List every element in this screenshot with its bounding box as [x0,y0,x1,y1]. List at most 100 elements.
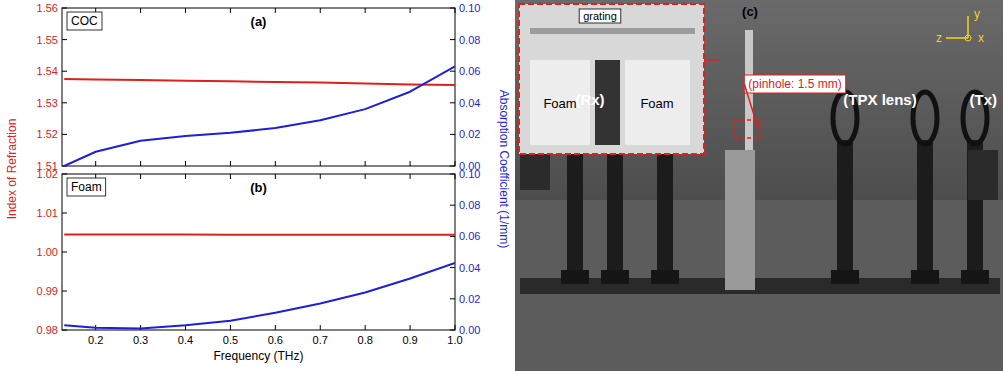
y-tick [62,291,67,292]
axis-label: y [974,7,980,21]
panel-letter: (c) [742,4,758,19]
x-tick [275,8,276,13]
y2-tick [450,236,455,237]
x-tick-label: 0.7 [313,334,328,346]
panel-1: 0.20.30.40.50.60.70.80.91.00.980.991.001… [37,168,481,363]
label-box [579,9,621,23]
axis-label: z [936,31,942,45]
x-tick-label: 0.4 [178,334,193,346]
x-tick [410,174,411,179]
y-tick-label: 1.02 [37,168,58,180]
x-tick [410,325,411,330]
material-label: COC [71,14,98,28]
y2-tick-label: 0.06 [459,65,480,77]
material-label: Foam [71,180,102,194]
y2-axis-title: Absorption Coefficient (1/mm) [497,90,511,249]
x-tick [455,325,456,330]
y-tick-label: 0.99 [37,285,58,297]
component-label: (Tx) [970,91,998,108]
pinhole-box [735,120,761,138]
x-tick [320,161,321,166]
y2-tick [450,298,455,299]
series-group [64,234,455,328]
x-tick [320,8,321,13]
x-tick [230,174,231,179]
x-tick [410,8,411,13]
x-tick [185,174,186,179]
x-tick-label: 0.5 [223,334,238,346]
x-tick [230,8,231,13]
inset-label: Foam [543,96,576,111]
y2-tick-label: 0.04 [459,97,480,109]
y-tick-label: 1.55 [37,34,58,46]
y2-tick [450,39,455,40]
y2-tick [450,174,455,175]
post [657,140,673,280]
x-tick [140,174,141,179]
x-tick [275,325,276,330]
x-tick [95,161,96,166]
component-label: (TPX lens) [843,91,916,108]
y-axis-title: Index of Refraction [5,119,19,220]
y2-tick-label: 0.08 [459,199,480,211]
x-tick [185,8,186,13]
y2-tick-label: 0.06 [459,230,480,242]
grating-strip [530,28,695,34]
label-box [67,12,102,30]
component-label: (Rx) [575,91,604,108]
post [917,140,933,280]
y2-tick-label: 0.04 [459,262,480,274]
post-base [961,270,989,284]
y2-tick-label: 0.08 [459,34,480,46]
panel-title: (b) [250,180,267,195]
x-tick [410,161,411,166]
y-tick-label: 1.00 [37,246,58,258]
y-tick [62,252,67,253]
x-tick [275,161,276,166]
foam-block [625,60,690,145]
series-line [64,66,455,166]
inset-label: grating [583,10,617,22]
y-tick-label: 1.52 [37,128,58,140]
post [567,140,583,280]
x-tick-label: 0.3 [133,334,148,346]
y-tick [62,134,67,135]
y2-tick [450,330,455,331]
y2-tick [450,166,455,167]
photo-background [515,0,1003,371]
y-tick [62,39,67,40]
post-base [561,270,589,284]
x-tick [365,174,366,179]
figure: 1.511.521.531.541.551.560.000.020.040.06… [0,0,1003,371]
y2-tick [450,102,455,103]
series-line [64,263,455,329]
x-tick [455,161,456,166]
y2-tick [450,267,455,268]
x-tick-label: 0.2 [88,334,103,346]
y-tick [62,330,67,331]
y2-tick [450,8,455,9]
post [837,140,853,280]
stage-post [725,150,755,290]
x-tick [455,174,456,179]
y2-tick [450,205,455,206]
y-tick [62,8,67,9]
y2-tick-label: 0.00 [459,324,480,336]
plot-frame [62,174,455,330]
series-line [64,79,455,85]
x-tick [185,161,186,166]
x-tick [320,325,321,330]
x-tick [455,8,456,13]
y2-tick [450,71,455,72]
series-group [64,66,455,166]
x-tick [230,161,231,166]
arrow [704,59,720,61]
x-tick [275,174,276,179]
y-tick-label: 1.54 [37,65,58,77]
series-line [64,233,455,235]
x-tick [365,8,366,13]
pinhole-label: (pinhole: 1.5 mm) [748,77,841,91]
y-tick [62,71,67,72]
plot-frame [62,8,455,166]
y-tick [62,174,67,175]
